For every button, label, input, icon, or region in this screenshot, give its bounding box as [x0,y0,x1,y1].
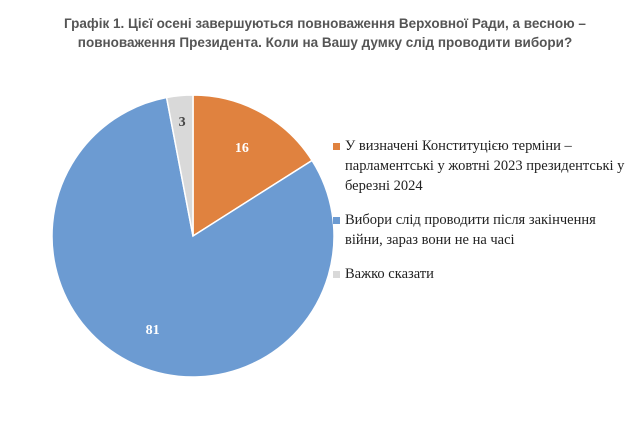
legend-item-terms: У визначені Конституцією терміни – парла… [333,136,633,196]
chart-title: Графік 1. Цієї осені завершуються повнов… [64,16,586,50]
data-label-terms: 16 [235,141,249,156]
legend-label-terms: У визначені Конституцією терміни – парла… [345,138,625,194]
legend-label-after-war: Вибори слід проводити після закінчення в… [345,212,596,248]
pie-slice-hard-to-say [165,94,194,237]
legend-item-after-war: Вибори слід проводити після закінчення в… [333,210,633,250]
legend-swatch-terms [333,143,340,150]
legend-swatch-hard-to-say [333,271,340,278]
legend-label-hard-to-say: Важко сказати [345,266,434,282]
legend-swatch-after-war [333,217,340,224]
legend-item-hard-to-say: Важко сказати [333,264,633,284]
legend: У визначені Конституцією терміни – парла… [333,136,633,298]
data-label-after-war: 81 [146,323,160,338]
data-label-hard-to-say: 3 [179,115,186,130]
pie-slice-after-war [51,96,335,378]
pie-slice-terms [192,94,314,238]
